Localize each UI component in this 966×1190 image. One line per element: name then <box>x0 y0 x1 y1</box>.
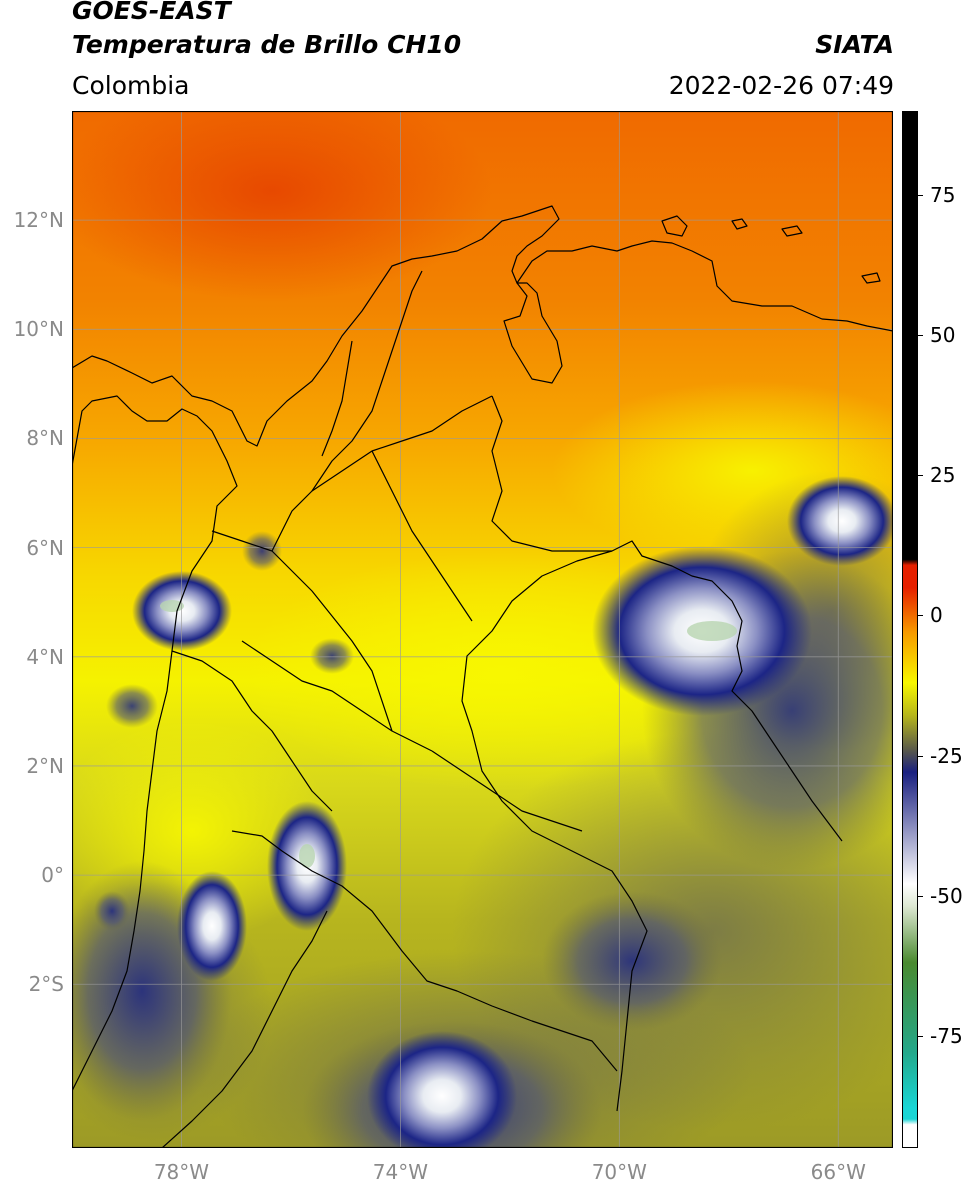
caribbean-coast <box>72 205 893 447</box>
island-2 <box>731 218 748 230</box>
lon-tick-label: 66°W <box>810 1160 866 1184</box>
agency-label: SIATA <box>815 30 894 59</box>
storm-small-2 <box>310 638 354 674</box>
lat-tick-label: 12°N <box>13 208 64 233</box>
colorbar-tick <box>917 755 923 757</box>
colorbar-tick-label: -25 <box>930 743 963 768</box>
coastlines-and-borders <box>72 205 893 1148</box>
storm-small-3 <box>106 684 158 728</box>
datetime-label: 2022-02-26 07:49 <box>668 71 894 100</box>
lat-tick-label: 6°N <box>26 535 64 560</box>
colombia-brazil-border <box>461 550 648 1112</box>
temperature-colorbar <box>902 111 918 1148</box>
colorbar-tick <box>917 1035 923 1037</box>
internal-border-1 <box>211 530 393 732</box>
island-3 <box>781 225 803 237</box>
internal-border-5 <box>241 640 433 752</box>
southern-peru-line <box>161 910 328 1148</box>
lat-tick-label: 2°N <box>26 753 64 778</box>
colorbar-tick-label: -75 <box>930 1023 963 1048</box>
colorbar-tick-label: 50 <box>930 323 956 348</box>
lon-tick-label: 78°W <box>153 1160 210 1184</box>
colorbar-tick <box>917 195 923 197</box>
internal-border-3 <box>311 270 423 492</box>
storm-core-amazon <box>367 1031 517 1148</box>
lat-tick-label: 0° <box>41 863 64 888</box>
pacific-coast <box>72 395 238 1092</box>
colorbar-tick-label: 0 <box>930 603 943 628</box>
lat-tick-label: 2°S <box>28 972 64 997</box>
colombia-venezuela-border <box>491 395 843 842</box>
lat-tick-label: 4°N <box>26 644 64 669</box>
product-title: Temperatura de Brillo CH10 <box>72 30 462 59</box>
internal-border-7 <box>431 750 583 832</box>
island-1 <box>661 215 688 237</box>
storm-core-ecuador <box>177 871 247 981</box>
lon-tick-label: 70°W <box>591 1160 647 1184</box>
gridlines <box>72 111 893 1148</box>
satellite-map <box>72 111 893 1148</box>
colorbar-tick <box>917 335 923 337</box>
storm-small-4 <box>94 891 130 931</box>
storm-core-pacific <box>132 571 232 651</box>
satellite-name: GOES-EAST <box>72 0 231 25</box>
region-label: Colombia <box>72 71 190 100</box>
island-4 <box>861 272 881 284</box>
colorbar-tick-label: -50 <box>930 883 963 908</box>
pale-green-spot-3 <box>299 844 315 868</box>
colorbar-tick <box>917 895 923 897</box>
pale-green-spot-1 <box>687 621 737 641</box>
warm-caribbean-spot <box>72 111 492 301</box>
colorbar-tick <box>917 475 923 477</box>
lat-tick-label: 8°N <box>26 426 64 451</box>
lat-tick-label: 10°N <box>13 317 64 342</box>
lake-maracaibo <box>503 282 563 384</box>
map-border <box>72 111 893 1148</box>
colorbar-tick-label: 25 <box>930 463 956 488</box>
internal-border-4 <box>371 450 473 622</box>
colorbar-tick <box>917 615 923 617</box>
storm-small-1 <box>242 531 282 571</box>
internal-border-6 <box>171 650 333 812</box>
southern-border <box>231 830 618 1072</box>
lon-tick-label: 74°W <box>372 1160 429 1184</box>
internal-border-8 <box>321 340 353 457</box>
storm-core-ne <box>787 476 893 566</box>
cloud-band-mid <box>542 891 722 1031</box>
colorbar-tick-label: 75 <box>930 183 956 208</box>
